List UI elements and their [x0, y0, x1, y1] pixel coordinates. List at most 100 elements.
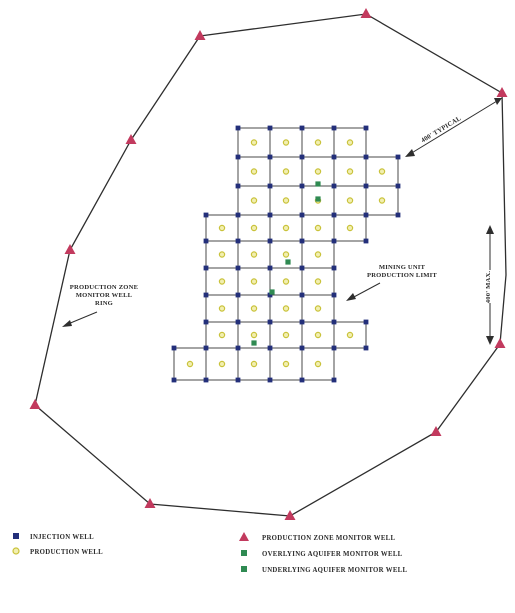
grid-cell — [365, 185, 399, 216]
production-zone-monitor-well — [360, 8, 372, 18]
injection-well — [203, 292, 209, 298]
injection-well — [331, 183, 337, 189]
injection-well — [299, 265, 305, 271]
injection-well — [363, 212, 369, 218]
production-well — [346, 139, 354, 146]
monitor-ring-boundary — [34, 13, 507, 517]
svg-text:PRODUCTION ZONE: PRODUCTION ZONE — [70, 284, 139, 291]
production-well — [282, 168, 290, 175]
production-zone-monitor-well — [64, 244, 76, 254]
production-well — [346, 168, 354, 175]
production-zone-monitor-well — [430, 426, 442, 436]
injection-well — [331, 319, 337, 325]
injection-well — [299, 377, 305, 383]
injection-well — [299, 345, 305, 351]
injection-well — [203, 238, 209, 244]
production-wells — [186, 139, 386, 368]
injection-well — [331, 292, 337, 298]
production-well — [314, 305, 322, 312]
injection-well — [171, 345, 177, 351]
production-zone-monitor-well — [194, 30, 206, 40]
underlying-monitor-icon — [241, 566, 247, 572]
production-well — [314, 360, 322, 368]
injection-well — [267, 292, 273, 298]
svg-text:PRODUCTION ZONE MONITOR WELL: PRODUCTION ZONE MONITOR WELL — [262, 535, 396, 542]
injection-well — [331, 154, 337, 160]
injection-well — [235, 265, 241, 271]
production-zone-monitor-well — [29, 399, 41, 409]
svg-text:OVERLYING AQUIFER MONITOR WELL: OVERLYING AQUIFER MONITOR WELL — [262, 551, 403, 558]
injection-well — [299, 238, 305, 244]
injection-well — [267, 183, 273, 189]
production-well — [282, 360, 290, 368]
production-well — [282, 197, 290, 204]
production-well — [250, 331, 258, 339]
injection-well — [235, 154, 241, 160]
arrowhead-icon — [62, 320, 72, 327]
injection-well — [267, 265, 273, 271]
injection-well — [395, 212, 401, 218]
aquifer-monitor-wells — [251, 181, 321, 346]
injection-well — [203, 319, 209, 325]
injection-well — [363, 125, 369, 131]
production-well — [218, 360, 226, 368]
injection-well — [331, 377, 337, 383]
production-well — [314, 168, 322, 175]
injection-well — [203, 265, 209, 271]
svg-text:MINING UNIT: MINING UNIT — [379, 264, 426, 271]
injection-well — [235, 292, 241, 298]
underlying-aquifer-monitor-well — [315, 196, 321, 202]
production-well — [218, 278, 226, 285]
overlying-monitor-icon — [241, 550, 247, 556]
production-well — [218, 305, 226, 312]
production-well — [250, 139, 258, 146]
svg-text:400' TYPICAL: 400' TYPICAL — [420, 115, 463, 145]
injection-well — [299, 154, 305, 160]
production-well — [346, 197, 354, 204]
production-well — [314, 331, 322, 339]
legend-item-injection: INJECTION WELL — [13, 533, 94, 541]
svg-text:400' MAX.: 400' MAX. — [485, 271, 492, 304]
injection-well — [363, 154, 369, 160]
production-well — [346, 224, 354, 232]
injection-well — [171, 377, 177, 383]
injection-well — [331, 345, 337, 351]
distance-typical: 400' TYPICAL — [405, 98, 502, 157]
grid-cell — [301, 347, 335, 381]
production-well — [218, 251, 226, 258]
production-well — [282, 224, 290, 232]
legend-item-underlying: UNDERLYING AQUIFER MONITOR WELL — [241, 566, 407, 574]
injection-well — [299, 292, 305, 298]
injection-well — [235, 377, 241, 383]
production-well — [282, 305, 290, 312]
injection-well — [299, 212, 305, 218]
injection-well — [203, 377, 209, 383]
injection-well — [235, 125, 241, 131]
production-well — [250, 168, 258, 175]
injection-well — [267, 154, 273, 160]
legend-item-ring-monitor: PRODUCTION ZONE MONITOR WELL — [239, 532, 396, 542]
production-zone-monitor-well — [496, 87, 508, 97]
injection-well — [203, 212, 209, 218]
triangle-icon — [239, 532, 249, 541]
injection-well — [299, 319, 305, 325]
production-well — [250, 360, 258, 368]
production-well — [186, 360, 194, 368]
svg-text:PRODUCTION LIMIT: PRODUCTION LIMIT — [367, 272, 437, 279]
injection-well — [267, 319, 273, 325]
legend: INJECTION WELL PRODUCTION WELL PRODUCTIO… — [12, 532, 407, 574]
svg-text:MONITOR WELL: MONITOR WELL — [76, 292, 133, 299]
injection-well — [331, 238, 337, 244]
production-well-icon — [12, 547, 20, 555]
production-well — [378, 197, 386, 204]
production-well — [250, 197, 258, 204]
svg-text:INJECTION WELL: INJECTION WELL — [30, 534, 94, 541]
production-zone-ring-label: PRODUCTION ZONE MONITOR WELL RING — [62, 284, 139, 327]
injection-well — [267, 345, 273, 351]
legend-item-overlying: OVERLYING AQUIFER MONITOR WELL — [241, 550, 403, 558]
production-well — [250, 251, 258, 258]
injection-wells — [171, 125, 401, 383]
production-well — [282, 251, 290, 258]
